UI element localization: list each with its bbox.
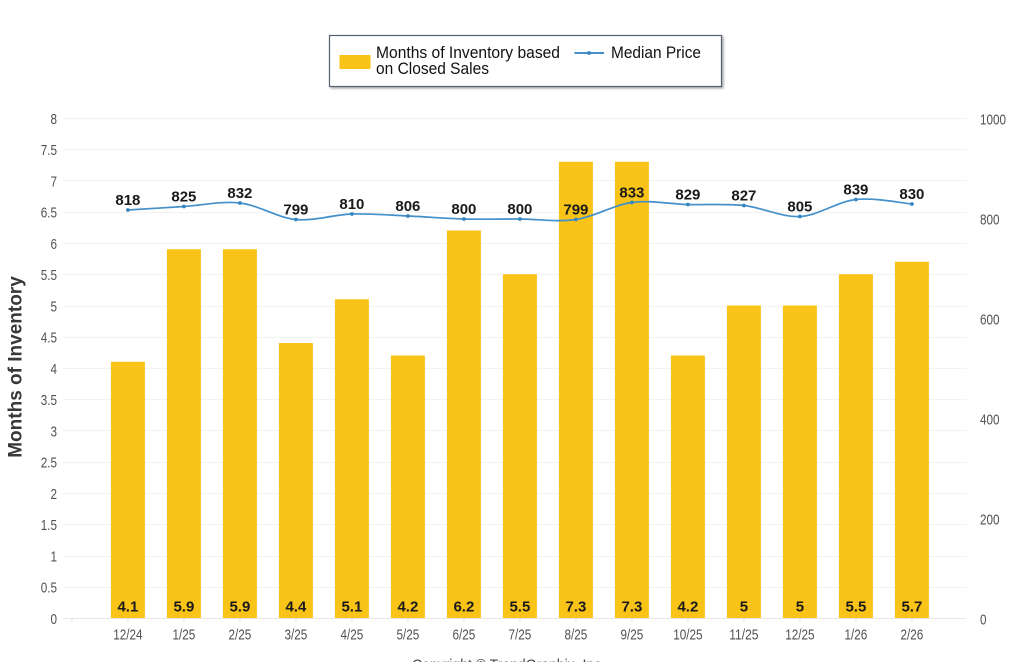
svg-text:5/25: 5/25 bbox=[397, 627, 420, 644]
svg-text:0: 0 bbox=[50, 611, 57, 628]
svg-text:6.2: 6.2 bbox=[453, 599, 474, 616]
svg-text:829: 829 bbox=[675, 186, 700, 203]
svg-text:1.5: 1.5 bbox=[41, 517, 57, 534]
svg-text:827: 827 bbox=[731, 187, 756, 204]
svg-text:5.9: 5.9 bbox=[229, 599, 250, 616]
svg-text:5.5: 5.5 bbox=[41, 267, 57, 284]
svg-text:4.4: 4.4 bbox=[285, 599, 307, 616]
svg-text:7.3: 7.3 bbox=[565, 599, 586, 616]
svg-text:400: 400 bbox=[980, 411, 1000, 428]
svg-text:5: 5 bbox=[796, 599, 804, 616]
svg-text:5.5: 5.5 bbox=[845, 599, 866, 616]
svg-text:7: 7 bbox=[50, 173, 57, 190]
svg-text:8: 8 bbox=[50, 111, 57, 128]
svg-text:2/25: 2/25 bbox=[229, 627, 252, 644]
svg-text:Copyright © TrendGraphix, Inc.: Copyright © TrendGraphix, Inc. bbox=[412, 656, 605, 662]
svg-text:799: 799 bbox=[283, 201, 308, 218]
svg-text:799: 799 bbox=[563, 201, 588, 218]
svg-text:4/25: 4/25 bbox=[341, 627, 364, 644]
svg-text:on Closed Sales: on Closed Sales bbox=[376, 60, 489, 78]
svg-text:5: 5 bbox=[740, 599, 748, 616]
svg-text:825: 825 bbox=[171, 188, 196, 205]
svg-text:600: 600 bbox=[980, 311, 1000, 328]
svg-text:800: 800 bbox=[451, 201, 476, 218]
svg-text:0: 0 bbox=[980, 611, 987, 628]
svg-text:800: 800 bbox=[507, 201, 532, 218]
svg-text:4.2: 4.2 bbox=[397, 599, 418, 616]
svg-text:1/26: 1/26 bbox=[845, 627, 868, 644]
svg-text:818: 818 bbox=[115, 192, 140, 209]
svg-text:3/25: 3/25 bbox=[285, 627, 308, 644]
svg-text:4.5: 4.5 bbox=[41, 330, 57, 347]
svg-text:7.3: 7.3 bbox=[621, 599, 642, 616]
svg-text:11/25: 11/25 bbox=[729, 627, 758, 644]
svg-text:7.5: 7.5 bbox=[41, 142, 57, 159]
svg-text:12/25: 12/25 bbox=[785, 627, 814, 644]
svg-text:Months of Inventory based: Months of Inventory based bbox=[376, 44, 560, 62]
svg-text:Median Price: Median Price bbox=[611, 44, 701, 62]
svg-text:2: 2 bbox=[50, 486, 57, 503]
svg-text:7/25: 7/25 bbox=[509, 627, 532, 644]
svg-text:1: 1 bbox=[50, 548, 57, 565]
svg-text:3.5: 3.5 bbox=[41, 392, 57, 409]
svg-text:839: 839 bbox=[843, 181, 868, 198]
svg-text:0.5: 0.5 bbox=[41, 580, 57, 597]
svg-text:2.5: 2.5 bbox=[41, 455, 57, 472]
svg-text:1/25: 1/25 bbox=[173, 627, 196, 644]
svg-text:5.1: 5.1 bbox=[341, 599, 362, 616]
svg-text:1000: 1000 bbox=[980, 111, 1006, 128]
svg-text:8/25: 8/25 bbox=[565, 627, 588, 644]
svg-text:200: 200 bbox=[980, 511, 1000, 528]
svg-text:6.5: 6.5 bbox=[41, 205, 57, 222]
svg-text:2/26: 2/26 bbox=[901, 627, 924, 644]
svg-text:9/25: 9/25 bbox=[621, 627, 644, 644]
svg-text:810: 810 bbox=[339, 196, 364, 213]
svg-text:3: 3 bbox=[50, 423, 57, 440]
svg-text:805: 805 bbox=[787, 198, 812, 215]
svg-text:10/25: 10/25 bbox=[673, 627, 702, 644]
svg-text:806: 806 bbox=[395, 198, 420, 215]
svg-text:12/24: 12/24 bbox=[113, 627, 142, 644]
svg-text:6: 6 bbox=[50, 236, 57, 253]
svg-text:5.7: 5.7 bbox=[901, 599, 922, 616]
svg-text:Months of Inventory: Months of Inventory bbox=[6, 276, 27, 458]
svg-text:833: 833 bbox=[619, 184, 644, 201]
svg-text:6/25: 6/25 bbox=[453, 627, 476, 644]
svg-text:5.9: 5.9 bbox=[173, 599, 194, 616]
svg-text:4.2: 4.2 bbox=[677, 599, 698, 616]
svg-text:800: 800 bbox=[980, 211, 1000, 228]
svg-text:5: 5 bbox=[50, 298, 57, 315]
svg-text:4: 4 bbox=[50, 361, 57, 378]
svg-text:5.5: 5.5 bbox=[509, 599, 530, 616]
svg-text:832: 832 bbox=[227, 185, 252, 202]
svg-text:830: 830 bbox=[899, 186, 924, 203]
svg-text:4.1: 4.1 bbox=[117, 599, 138, 616]
